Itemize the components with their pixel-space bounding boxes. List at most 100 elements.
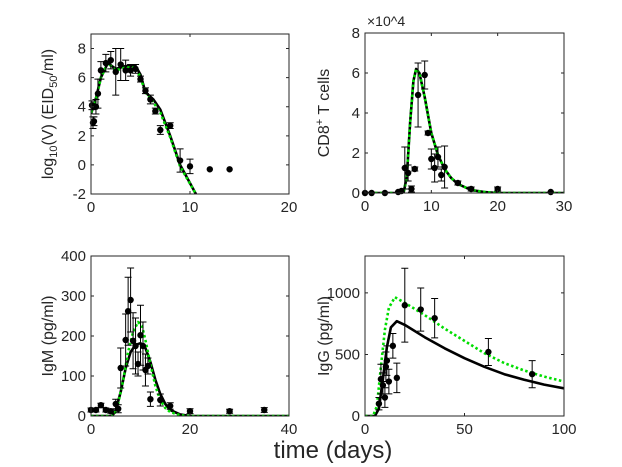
y-tick-label: 200 — [61, 328, 86, 345]
data-point — [421, 71, 428, 79]
data-point — [147, 396, 154, 403]
x-tick-label: 10 — [182, 199, 199, 216]
data-point — [417, 306, 424, 313]
data-point — [206, 166, 213, 173]
x-tick-label: 20 — [489, 198, 506, 215]
y-axis-label: IgM (pg/ml) — [40, 296, 57, 377]
y-tick-label: 400 — [61, 248, 86, 265]
axes-box — [364, 255, 565, 417]
data-point — [137, 332, 144, 339]
data-point — [147, 96, 154, 103]
data-point — [441, 163, 448, 171]
data-point — [186, 408, 194, 415]
y-tick-label: 300 — [61, 288, 86, 305]
data-point — [115, 405, 122, 412]
data-point — [431, 164, 438, 172]
data-point — [393, 374, 401, 382]
data-point — [408, 185, 415, 193]
data-point — [94, 90, 102, 97]
y-tick-label: 0 — [78, 157, 86, 174]
x-tick-label: 20 — [281, 199, 298, 216]
y-tick-label: 8 — [78, 41, 86, 58]
series-line-model-alt — [365, 295, 564, 416]
y-tick-label: 100 — [61, 368, 86, 385]
series-line-model-alt — [91, 61, 198, 194]
data-point — [411, 165, 418, 173]
axes-box — [364, 32, 565, 194]
data-point — [167, 122, 174, 129]
data-point — [379, 382, 387, 389]
y-axis-label: IgG (pg/ml) — [316, 296, 333, 376]
x-tick-label: 10 — [423, 198, 440, 215]
data-point — [431, 314, 438, 322]
data-point — [467, 185, 475, 193]
data-point — [122, 67, 129, 74]
data-point — [438, 171, 445, 179]
shared-x-axis-label: time (days) — [274, 437, 393, 464]
data-point — [157, 396, 164, 404]
data-point — [127, 296, 134, 304]
data-point — [92, 406, 100, 414]
data-point — [261, 406, 268, 414]
data-point — [428, 155, 435, 163]
data-point — [144, 362, 152, 370]
y-tick-label: -2 — [73, 186, 86, 203]
series-line-model-alt — [91, 320, 289, 416]
data-point — [117, 61, 124, 68]
data-point — [102, 406, 110, 414]
series-line-model — [365, 67, 564, 193]
data-point — [385, 378, 393, 385]
data-point — [107, 408, 115, 415]
y-tick-label: 4 — [78, 99, 86, 116]
x-tick-label: 0 — [361, 198, 369, 215]
x-tick-label: 50 — [456, 421, 473, 438]
data-point — [494, 185, 501, 193]
data-point — [122, 336, 129, 344]
data-point — [528, 370, 536, 378]
data-point — [401, 302, 408, 309]
data-point — [137, 75, 144, 83]
data-point — [404, 169, 412, 177]
y-axis-label: CD8+ T cells — [314, 69, 333, 158]
data-point — [90, 118, 98, 125]
data-point — [176, 157, 184, 164]
series-line-model-alt — [365, 67, 564, 193]
data-point — [102, 59, 110, 67]
y-tick-label: 4 — [352, 105, 360, 122]
data-point — [226, 408, 233, 415]
x-tick-label: 20 — [182, 421, 199, 438]
series-line-model — [365, 319, 564, 416]
y-tick-label: 8 — [352, 25, 360, 42]
data-point — [381, 394, 389, 401]
data-point — [414, 91, 422, 99]
data-point — [424, 129, 432, 137]
x-tick-label: 100 — [551, 421, 576, 438]
y-tick-label: 500 — [335, 346, 360, 363]
data-point — [129, 337, 137, 344]
x-tick-label: 40 — [281, 421, 298, 438]
data-point — [132, 65, 139, 73]
y-tick-label: 1000 — [327, 285, 360, 302]
x-tick-label: 30 — [556, 198, 573, 215]
data-point — [97, 67, 105, 74]
y-tick-label: 2 — [78, 128, 86, 145]
data-point — [383, 357, 391, 364]
data-point — [434, 153, 442, 161]
data-point — [547, 188, 554, 196]
x-tick-label: 0 — [361, 421, 369, 438]
data-point — [226, 166, 233, 173]
data-point — [139, 342, 147, 350]
data-point — [382, 363, 390, 370]
data-point — [485, 348, 492, 356]
data-point — [112, 68, 119, 76]
data-point — [132, 342, 139, 350]
y-tick-label: 0 — [352, 408, 360, 425]
y-axis-label: log10(V) (EID50/ml) — [40, 49, 60, 179]
x-tick-label: 0 — [87, 421, 95, 438]
data-point — [152, 107, 159, 115]
data-point — [107, 56, 115, 64]
y-tick-label: 6 — [78, 70, 86, 87]
